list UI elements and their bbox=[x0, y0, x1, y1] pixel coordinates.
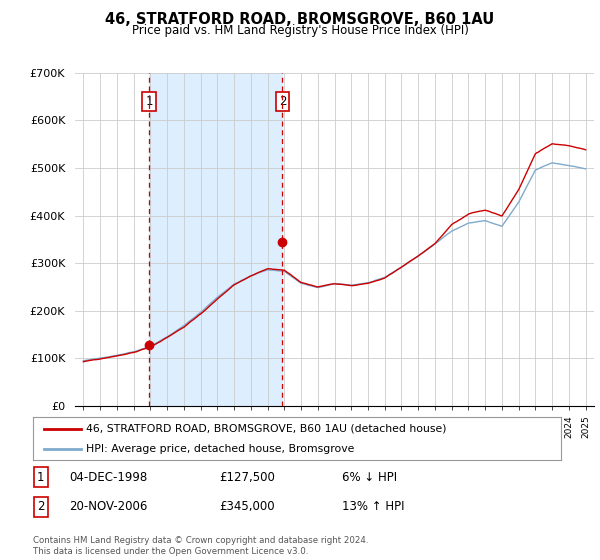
Text: Contains HM Land Registry data © Crown copyright and database right 2024.
This d: Contains HM Land Registry data © Crown c… bbox=[33, 536, 368, 556]
Text: 46, STRATFORD ROAD, BROMSGROVE, B60 1AU (detached house): 46, STRATFORD ROAD, BROMSGROVE, B60 1AU … bbox=[86, 424, 446, 434]
Text: 2: 2 bbox=[37, 500, 44, 514]
Text: 1: 1 bbox=[145, 95, 153, 108]
Text: £127,500: £127,500 bbox=[219, 470, 275, 484]
Text: Price paid vs. HM Land Registry's House Price Index (HPI): Price paid vs. HM Land Registry's House … bbox=[131, 24, 469, 37]
Text: 2: 2 bbox=[278, 95, 286, 108]
Text: 6% ↓ HPI: 6% ↓ HPI bbox=[342, 470, 397, 484]
Text: HPI: Average price, detached house, Bromsgrove: HPI: Average price, detached house, Brom… bbox=[86, 445, 354, 454]
Text: £345,000: £345,000 bbox=[219, 500, 275, 514]
Bar bbox=[149, 73, 283, 406]
Text: 46, STRATFORD ROAD, BROMSGROVE, B60 1AU: 46, STRATFORD ROAD, BROMSGROVE, B60 1AU bbox=[106, 12, 494, 27]
Text: 04-DEC-1998: 04-DEC-1998 bbox=[69, 470, 147, 484]
Text: 1: 1 bbox=[37, 470, 44, 484]
Text: 20-NOV-2006: 20-NOV-2006 bbox=[69, 500, 148, 514]
Text: 13% ↑ HPI: 13% ↑ HPI bbox=[342, 500, 404, 514]
